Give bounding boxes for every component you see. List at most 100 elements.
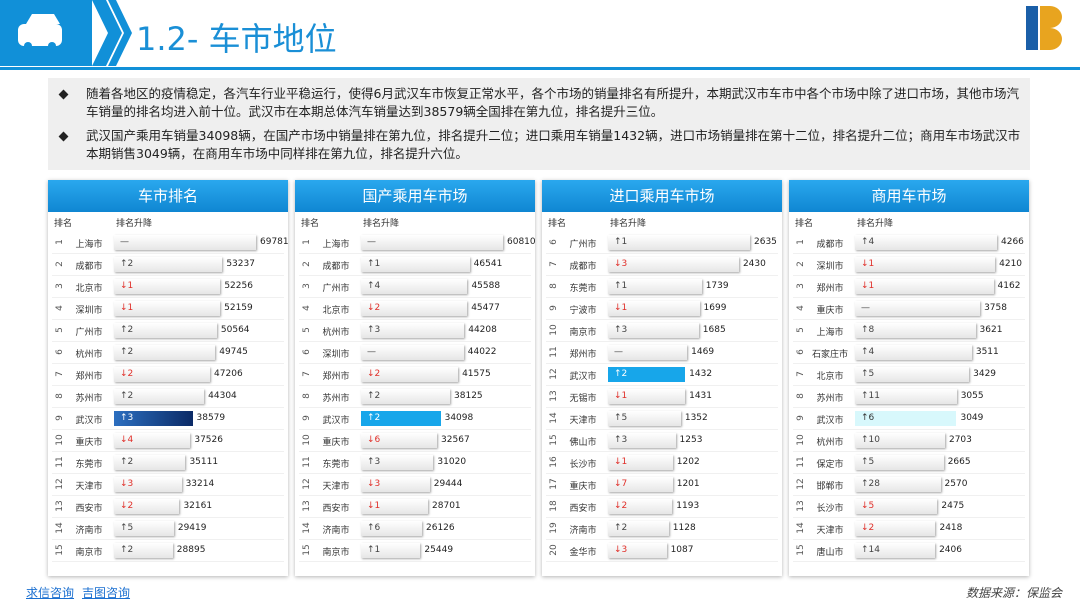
footer-link[interactable]: 吉图咨询: [82, 586, 131, 600]
city: 长沙市: [816, 504, 844, 514]
row-line: [546, 253, 778, 254]
header-graphics: [0, 0, 1080, 70]
rank-change: ↓3: [367, 479, 381, 489]
sales-bar: [608, 279, 702, 294]
sales-value: 1201: [676, 479, 700, 489]
rank-change: ↓1: [614, 457, 628, 467]
sales-value: 2406: [939, 545, 962, 555]
city: 深圳市: [322, 350, 350, 360]
row-line: [793, 451, 1025, 452]
rank-change: ↓6: [367, 435, 381, 445]
row-line: [793, 561, 1025, 562]
sales-value: 32161: [183, 501, 213, 511]
sales-value: 2635: [754, 237, 777, 247]
row-line: [52, 561, 284, 562]
city: 武汉市: [322, 416, 350, 426]
city: 上海市: [816, 328, 844, 338]
sales-value: 2475: [941, 501, 965, 511]
sales-value: 60810: [507, 237, 536, 247]
rank-change: ↓2: [861, 523, 875, 533]
city: 天津市: [322, 482, 350, 492]
row-line: [793, 429, 1025, 430]
sales-value: 45588: [471, 281, 501, 291]
city: 济南市: [322, 526, 350, 536]
sales-value: 44022: [467, 347, 497, 357]
row-line: [546, 275, 778, 276]
rank-change: ↑2: [120, 325, 134, 335]
sales-value: 1685: [702, 325, 726, 335]
rank-change: ↑1: [614, 237, 628, 247]
rank-change: ↑14: [861, 545, 880, 555]
row-line: [299, 275, 531, 276]
row-line: [793, 385, 1025, 386]
sales-bar: [855, 235, 997, 250]
row-line: [299, 297, 531, 298]
city: 南京市: [75, 548, 103, 558]
sales-value: 4266: [1001, 237, 1024, 247]
row-line: [546, 407, 778, 408]
city: 郑州市: [75, 372, 103, 382]
rank-change: ↑2: [120, 259, 134, 269]
sales-value: 4162: [997, 281, 1021, 291]
row-line: [546, 495, 778, 496]
rank-change: ↑3: [614, 325, 628, 335]
row-line: [793, 495, 1025, 496]
sales-value: 2703: [948, 435, 972, 445]
sales-value: 26126: [426, 523, 455, 533]
sales-value: 25449: [424, 545, 454, 555]
sales-bar: [114, 477, 182, 492]
sales-value: 1432: [689, 369, 713, 379]
sales-bar: [608, 521, 669, 536]
city: 成都市: [569, 262, 597, 272]
row-line: [546, 539, 778, 540]
city: 南京市: [322, 548, 350, 558]
row-line: [546, 517, 778, 518]
sales-bar: [361, 389, 451, 404]
sales-bar: [114, 279, 221, 294]
sales-bar: [855, 323, 976, 338]
ranking-panel: 车市排名 排名 排名升降 1 上海市 —69781 2 成都市 ↑2 53237 3 北京市 ↓1 522…: [48, 180, 289, 576]
sales-value: 3429: [973, 369, 997, 379]
city: 西安市: [322, 504, 350, 514]
row-line: [299, 341, 531, 342]
sales-bar: [361, 257, 470, 272]
row-line: [52, 495, 284, 496]
rank-change: ↑5: [120, 523, 134, 533]
row-line: [793, 341, 1025, 342]
row-line: [793, 517, 1025, 518]
row-line: [299, 319, 531, 320]
city: 唐山市: [816, 548, 844, 558]
row-line: [546, 429, 778, 430]
row-line: [546, 363, 778, 364]
column-header: 排名: [301, 219, 320, 229]
sales-value: 32567: [441, 435, 470, 445]
rank-change: ↓4: [120, 435, 134, 445]
sales-value: 2665: [947, 457, 971, 467]
sales-value: 41575: [462, 369, 491, 379]
city: 济南市: [75, 526, 103, 536]
row-line: [52, 385, 284, 386]
column-header: 排名: [548, 219, 567, 229]
summary-box: [48, 78, 1030, 170]
sales-bar: [114, 323, 217, 338]
city: 天津市: [75, 482, 103, 492]
rank-change: ↑4: [367, 281, 381, 291]
rank-change: ↓1: [861, 281, 875, 291]
row-line: [52, 539, 284, 540]
ranking-panel: 国产乘用车市场 排名 排名升降 1 上海市 —60810 2 成都市 ↑1 46541 3 广州市 ↑4…: [295, 180, 536, 576]
rank-change: ↓2: [367, 369, 381, 379]
row-line: [52, 363, 284, 364]
sales-bar: [608, 301, 700, 316]
sales-value: 35111: [189, 457, 219, 467]
city: 济南市: [569, 526, 597, 536]
rank-change: ↓1: [120, 281, 134, 291]
city: 天津市: [816, 526, 844, 536]
city: 北京市: [322, 306, 350, 316]
sales-value: 52159: [224, 303, 253, 313]
ranking-panel: 商用车市场 排名 排名升降 1 成都市 ↑4 4266 2 深圳市 ↓1 4210 3 郑州市 ↓1 416…: [789, 180, 1029, 576]
footer-link[interactable]: 求信咨询: [26, 586, 75, 600]
sales-value: 3511: [975, 347, 999, 357]
sales-bar: [855, 455, 944, 470]
sales-value: 2570: [944, 479, 968, 489]
